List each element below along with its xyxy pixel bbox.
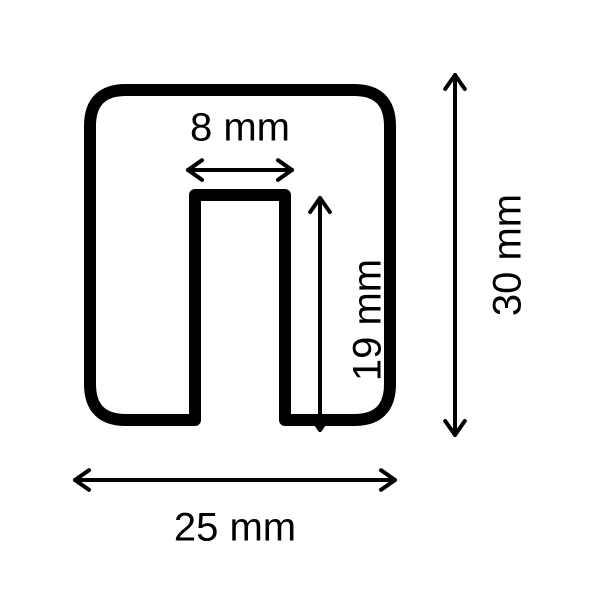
dim-slot-width: 8 mm [188,106,292,180]
dim-height: 30 mm [445,75,529,435]
dim-label: 25 mm [174,506,296,550]
dim-label: 30 mm [486,194,530,316]
dimension-diagram: 25 mm 30 mm 8 mm 19 mm [0,0,600,600]
dim-label: 8 mm [190,106,290,150]
dim-slot-height: 19 mm [310,198,389,430]
dim-label: 19 mm [346,259,390,381]
dim-width: 25 mm [75,470,395,549]
